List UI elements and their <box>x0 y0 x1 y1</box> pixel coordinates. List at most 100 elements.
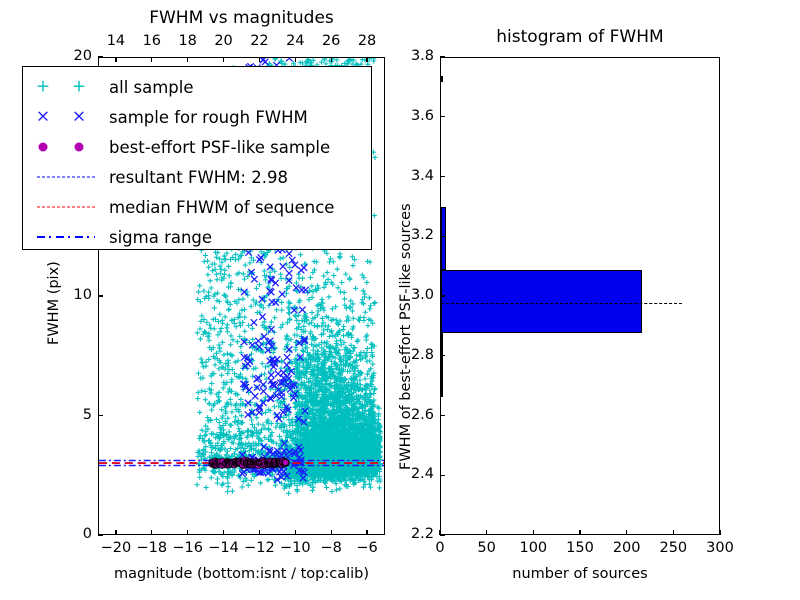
scatter-point <box>237 320 243 326</box>
scatter-point <box>235 406 241 413</box>
scatter-point <box>288 420 294 426</box>
scatter-point <box>212 362 218 368</box>
scatter-point <box>301 323 307 330</box>
scatter-point <box>278 480 284 486</box>
scatter-point <box>352 285 359 291</box>
scatter-point <box>236 452 242 458</box>
left-xlabel: magnitude (bottom:isnt / top:calib) <box>113 566 369 582</box>
scatter-point <box>210 431 216 437</box>
scatter-point <box>228 445 234 452</box>
scatter-point <box>225 357 231 363</box>
scatter-point <box>246 322 252 328</box>
scatter-point <box>311 258 317 265</box>
scatter-point <box>235 286 242 293</box>
scatter-point <box>234 374 240 380</box>
scatter-point <box>350 301 356 307</box>
scatter-point <box>344 368 351 374</box>
scatter-point <box>248 303 254 309</box>
tick-label: 5 <box>82 406 92 423</box>
scatter-point <box>219 372 225 378</box>
scatter-point <box>199 436 206 442</box>
left-scatter-axes[interactable] <box>98 57 385 535</box>
scatter-point <box>216 366 222 372</box>
tick-label: 18 <box>178 33 197 49</box>
scatter-point <box>214 431 220 438</box>
scatter-point <box>220 385 226 391</box>
scatter-point <box>202 397 208 403</box>
scatter-point <box>262 277 269 283</box>
scatter-point <box>240 400 246 407</box>
scatter-point <box>287 428 293 435</box>
scatter-point <box>368 345 375 351</box>
scatter-point <box>347 348 353 354</box>
scatter-point <box>226 429 232 435</box>
scatter-point <box>230 440 236 446</box>
scatter-point <box>231 451 237 457</box>
scatter-point <box>251 425 258 431</box>
tick-label: 22 <box>250 33 269 49</box>
scatter-point <box>357 352 363 358</box>
scatter-point <box>234 339 240 345</box>
scatter-point <box>284 333 290 339</box>
scatter-point <box>228 453 235 459</box>
scatter-point <box>283 336 289 342</box>
scatter-point <box>346 275 353 281</box>
scatter-point <box>214 451 220 457</box>
scatter-point <box>262 425 268 431</box>
scatter-point <box>217 345 223 351</box>
scatter-point <box>213 435 219 441</box>
scatter-point <box>309 309 315 316</box>
scatter-point <box>277 256 283 262</box>
scatter-point <box>219 317 225 323</box>
scatter-point <box>260 305 266 311</box>
scatter-point <box>368 317 374 323</box>
scatter-point <box>321 284 327 290</box>
scatter-point <box>223 452 229 458</box>
scatter-point <box>254 433 260 439</box>
scatter-point <box>235 421 241 427</box>
scatter-point <box>208 417 214 423</box>
scatter-point <box>211 326 217 332</box>
scatter-point <box>307 275 314 281</box>
scatter-point <box>242 314 248 320</box>
scatter-point <box>367 306 373 312</box>
scatter-point <box>223 420 229 426</box>
scatter-point <box>236 409 242 415</box>
scatter-point <box>199 313 205 319</box>
scatter-point <box>368 303 374 309</box>
scatter-point <box>306 297 312 303</box>
scatter-point <box>217 311 223 317</box>
scatter-point <box>365 323 371 329</box>
scatter-point <box>199 360 205 366</box>
scatter-point <box>211 401 218 407</box>
scatter-point <box>279 404 285 411</box>
scatter-point <box>239 484 245 490</box>
scatter-point <box>217 424 223 430</box>
scatter-point <box>348 342 354 348</box>
scatter-point <box>364 332 370 338</box>
scatter-point <box>371 212 377 219</box>
scatter-point <box>232 419 238 425</box>
scatter-point <box>308 380 314 386</box>
scatter-point <box>287 316 293 322</box>
scatter-point <box>354 363 360 369</box>
scatter-point <box>352 344 358 351</box>
scatter-point <box>206 333 212 339</box>
scatter-point <box>307 352 313 358</box>
scatter-point <box>316 342 322 348</box>
scatter-point <box>224 351 230 357</box>
scatter-point <box>278 271 284 277</box>
scatter-point <box>289 416 295 422</box>
scatter-point <box>203 363 209 369</box>
scatter-point <box>235 441 242 447</box>
scatter-point <box>315 308 321 314</box>
scatter-point <box>364 345 370 352</box>
scatter-point <box>320 320 326 326</box>
scatter-point <box>240 478 246 484</box>
scatter-point <box>361 315 367 321</box>
tick-label: 20 <box>214 33 233 49</box>
scatter-point <box>258 438 264 444</box>
scatter-point <box>286 310 292 316</box>
scatter-point <box>198 356 204 362</box>
scatter-point <box>253 442 259 448</box>
